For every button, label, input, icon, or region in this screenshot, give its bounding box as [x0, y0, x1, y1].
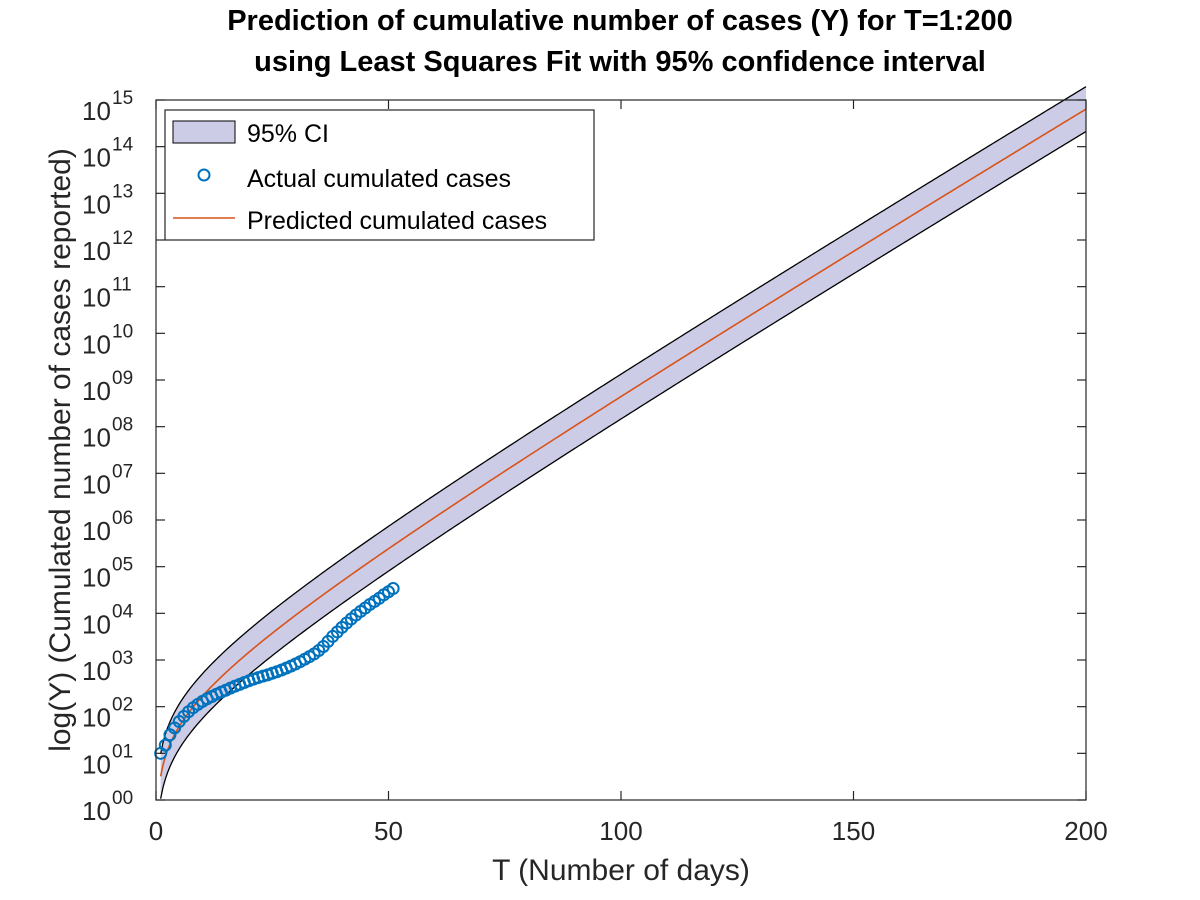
y-tick-exponent: 14: [112, 135, 134, 156]
chart-title: Prediction of cumulative number of cases…: [227, 5, 1013, 37]
x-axis-ticks: 0 50 100 150 200: [149, 100, 1108, 846]
y-tick-label: 10: [82, 656, 111, 686]
y-tick-exponent: 15: [112, 88, 133, 109]
x-tick-label: 100: [599, 816, 642, 846]
y-tick-exponent: 05: [112, 555, 133, 576]
y-tick-label: 10: [82, 703, 111, 733]
legend-actual-label: Actual cumulated cases: [247, 165, 511, 193]
y-tick-label: 10: [82, 283, 111, 313]
y-tick-exponent: 10: [112, 321, 133, 342]
y-tick-exponent: 11: [112, 275, 132, 296]
actual-point: [158, 738, 172, 752]
y-tick-label: 10: [82, 796, 111, 826]
y-tick-exponent: 09: [112, 368, 133, 389]
y-tick-exponent: 12: [112, 228, 133, 249]
legend-box: [164, 109, 595, 241]
y-tick-exponent: 06: [112, 508, 133, 529]
actual-markers-layer: [154, 582, 400, 760]
y-tick-exponent: 01: [112, 741, 133, 762]
y-tick-label: 10: [82, 236, 111, 266]
ci-lower-edge: [160, 130, 1087, 799]
y-tick-exponent: 13: [112, 181, 133, 202]
y-tick-label: 10: [82, 609, 111, 639]
legend-ci-label: 95% CI: [247, 120, 329, 148]
y-tick-label: 10: [82, 516, 111, 546]
legend-ci-swatch: [172, 120, 236, 144]
y-tick-exponent: 04: [112, 601, 134, 622]
predicted-line-layer: [159, 108, 1087, 777]
legend-predicted-label: Predicted cumulated cases: [247, 207, 547, 235]
y-tick-label: 10: [82, 143, 111, 173]
y-tick-label: 10: [82, 189, 111, 219]
y-tick-exponent: 08: [112, 415, 133, 436]
x-axis-label: T (Number of days): [492, 854, 750, 887]
y-axis-label: log(Y) (Cumulated number of cases report…: [44, 148, 77, 752]
predicted-line: [159, 108, 1087, 777]
y-tick-exponent: 03: [112, 648, 133, 669]
ci-upper-edge: [160, 86, 1087, 755]
x-tick-label: 50: [374, 816, 403, 846]
y-tick-label: 10: [82, 96, 111, 126]
legend-actual-marker: [197, 168, 211, 182]
ci-band: [160, 86, 1086, 799]
ci-band-layer: [160, 86, 1087, 799]
y-tick-label: 10: [82, 329, 111, 359]
y-tick-label: 10: [82, 563, 111, 593]
y-tick-label: 10: [82, 469, 111, 499]
x-tick-label: 200: [1064, 816, 1107, 846]
y-tick-label: 10: [82, 423, 111, 453]
x-tick-label: 0: [149, 816, 163, 846]
x-tick-label: 150: [832, 816, 875, 846]
y-tick-label: 10: [82, 376, 111, 406]
legend: 95% CI Actual cumulated cases Predicted …: [164, 109, 595, 241]
y-tick-exponent: 02: [112, 695, 133, 716]
y-tick-exponent: 00: [112, 788, 133, 809]
actual-point: [386, 582, 400, 596]
y-tick-label: 10: [82, 749, 111, 779]
y-tick-exponent: 07: [112, 461, 133, 482]
chart-subtitle: using Least Squares Fit with 95% confide…: [254, 46, 986, 78]
